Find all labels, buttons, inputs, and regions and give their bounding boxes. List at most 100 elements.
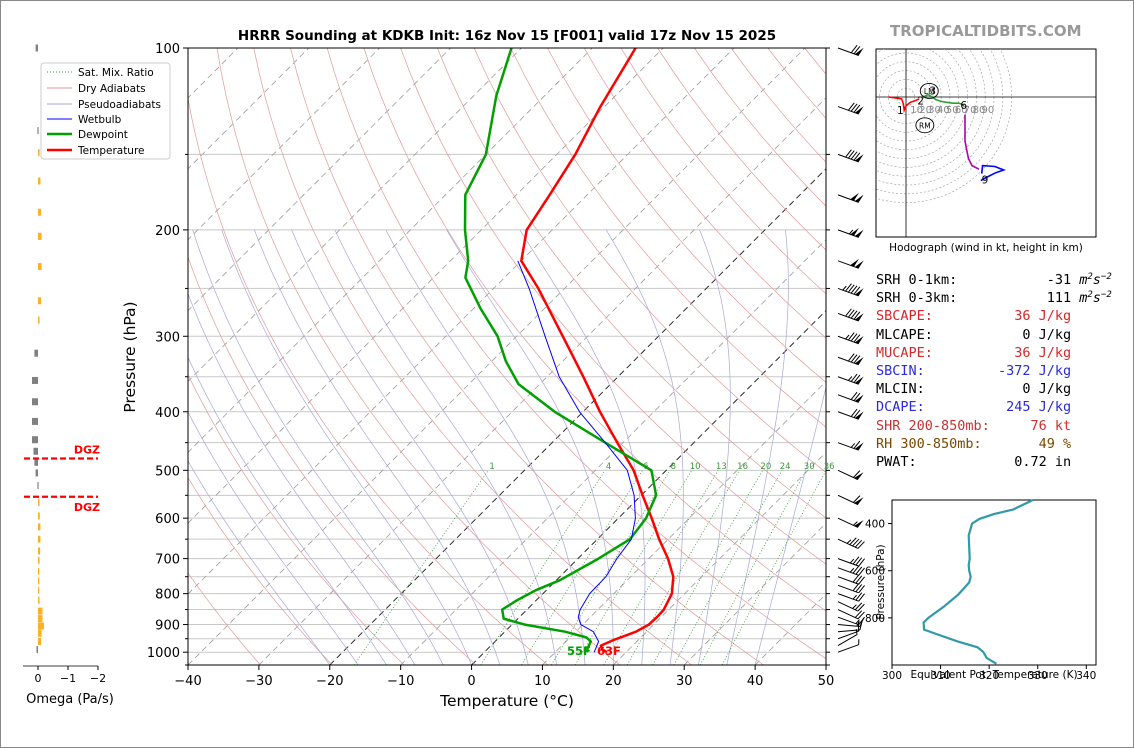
dry-adiabat — [216, 48, 621, 665]
wind-barb — [837, 258, 864, 269]
y-tick-label: 800 — [155, 588, 180, 603]
omega-bar — [38, 607, 43, 615]
wind-barb — [837, 601, 865, 612]
wind-barb — [837, 408, 864, 420]
mixing-ratio-label: 36 — [824, 462, 835, 472]
omega-bar — [38, 523, 41, 531]
dry-adiabat — [188, 256, 477, 665]
dgz-label: DGZ — [74, 501, 100, 514]
param-label: SBCIN: — [876, 362, 925, 379]
mixing-ratio-line — [574, 470, 693, 665]
param-label: SHR 200-850mb: — [876, 417, 990, 434]
wind-barb — [837, 517, 864, 528]
mixing-ratio-label: 24 — [780, 462, 791, 472]
hodograph-frame — [875, 48, 1097, 238]
hodograph-trace — [964, 114, 980, 170]
isotherm — [400, 239, 826, 665]
storm-motion-label: LM — [924, 87, 935, 96]
mixing-ratio-line — [521, 470, 643, 665]
omega-bar — [38, 177, 41, 185]
param-row: SHR 200-850mb: 76 kt — [876, 418, 1112, 436]
omega-bar — [33, 447, 38, 455]
pseudoadiabat — [221, 229, 472, 665]
wind-barb — [837, 332, 864, 345]
omega-bar — [38, 149, 40, 157]
param-row: MLCAPE: 0 J/kg — [876, 327, 1112, 345]
legend-mixratio: Sat. Mix. Ratio — [78, 67, 154, 79]
omega-panel: 0 −1 −2 DGZ DGZ — [23, 44, 106, 685]
isotherm — [542, 380, 826, 665]
mixing-ratio-label: 10 — [690, 462, 701, 472]
wind-barb — [837, 592, 865, 602]
legend-temperature: Temperature — [77, 145, 145, 157]
param-value: 76 kt — [1030, 417, 1072, 434]
wind-barb — [837, 192, 864, 203]
hodograph-height-label: 6 — [960, 100, 967, 112]
mixing-ratio-line — [673, 470, 783, 665]
isotherm — [188, 48, 806, 665]
pseudoadiabat — [698, 229, 731, 665]
omega-tick-label: −1 — [60, 672, 76, 685]
wind-barb — [837, 469, 864, 481]
profiles — [463, 48, 675, 654]
mixing-ratio-line — [353, 470, 489, 665]
y-tick-label: 200 — [155, 224, 180, 239]
param-value: 36 J/kg — [1014, 308, 1072, 325]
hodograph-height-label: 9 — [982, 175, 989, 187]
surface-temperature-label: 63F — [597, 644, 621, 658]
x-tick-label: 40 — [747, 674, 764, 689]
omega-bar — [38, 629, 42, 637]
wind-barb — [837, 149, 864, 163]
mixing-ratio-label: 4 — [606, 462, 611, 472]
omega-bar — [35, 469, 38, 477]
isotherm-zero — [471, 309, 826, 665]
isotherm — [188, 48, 735, 595]
isotherm — [683, 522, 826, 665]
wind-barb — [837, 353, 864, 366]
pseudoadiabat — [754, 385, 826, 665]
theta-e-ytick-label: 600 — [865, 566, 885, 578]
param-row: SBCAPE: 36 J/kg — [876, 308, 1112, 326]
param-value: 0 J/kg — [1022, 381, 1072, 398]
hodograph-ring-label: 50 — [946, 105, 959, 116]
y-tick-label: 900 — [155, 619, 180, 634]
omega-bar — [32, 376, 38, 384]
param-label: DCAPE: — [876, 399, 925, 416]
omega-bar — [37, 127, 39, 135]
dry-adiabat — [188, 373, 405, 665]
dry-adiabat — [326, 48, 826, 660]
watermark: TROPICALTIDBITS.COM — [890, 22, 1082, 40]
wind-barb — [837, 574, 865, 585]
dry-adiabat — [547, 48, 826, 383]
omega-bar — [32, 417, 38, 425]
param-label: RH 300-850mb: — [876, 435, 982, 452]
series-dewpoint — [463, 48, 658, 653]
param-label: MUCAPE: — [876, 344, 933, 361]
y-tick-label: 500 — [155, 464, 180, 479]
series-wetbulb — [517, 260, 636, 653]
pseudoadiabat — [188, 460, 331, 665]
isotherm — [0, 48, 25, 665]
param-value: 245 J/kg — [1006, 399, 1072, 416]
omega-bar — [38, 567, 40, 575]
omega-bar — [38, 316, 40, 324]
series-temperature — [520, 48, 675, 654]
theta-e-xtick-label: 340 — [1076, 670, 1096, 682]
y-tick-label: 100 — [155, 42, 180, 57]
theta-e-xtick-label: 310 — [931, 670, 951, 682]
param-label: MLCIN: — [876, 381, 925, 398]
x-tick-label: −40 — [174, 674, 201, 689]
theta-e-frame — [891, 499, 1097, 666]
y-tick-label: 1000 — [147, 646, 180, 661]
x-tick-label: 10 — [534, 674, 551, 689]
theta-e-panel: 300 310 320 330 340 400 600 800 — [865, 499, 1096, 682]
theta-e-ytick-label: 800 — [865, 613, 885, 625]
omega-bar — [38, 596, 40, 604]
x-tick-label: 0 — [467, 674, 475, 689]
omega-bar — [38, 577, 40, 585]
pseudoadiabat — [188, 292, 416, 665]
wind-barb — [837, 609, 865, 620]
parameters-table: SRH 0-1km: -31 m2s−2 SRH 0-3km: 111 m2s−2… — [876, 272, 1112, 472]
x-tick-label: 20 — [605, 674, 622, 689]
wind-barb — [837, 565, 865, 576]
